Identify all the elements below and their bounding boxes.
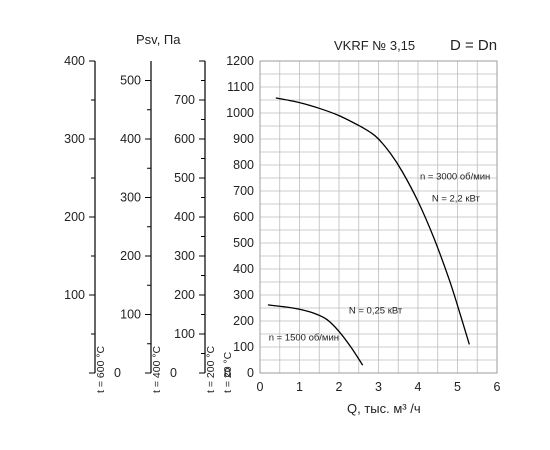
series-layer [267, 97, 470, 366]
x-tick-label: 4 [415, 380, 422, 394]
secondary-tick-label: 300 [64, 132, 85, 146]
y-tick-label: 1100 [227, 80, 254, 94]
secondary-tick-label: 100 [120, 307, 141, 321]
y-tick-label: 100 [233, 340, 254, 354]
temperature-axis-label: t = 400 °C [151, 345, 163, 393]
y-tick-label: 1000 [226, 106, 254, 120]
temperature-axis-label: t = 20 °C [222, 351, 234, 393]
chart-subtitle: D = Dn [450, 37, 497, 54]
series-1500-rpm-power-label: N = 0,25 кВт [349, 306, 403, 317]
x-tick-label: 6 [494, 380, 501, 394]
secondary-tick-label: 0 [170, 366, 177, 380]
y-tick-label: 900 [233, 132, 254, 146]
series-3000-rpm-label: n = 3000 об/мин [420, 171, 490, 182]
series-1500-rpm-line [267, 304, 364, 366]
x-tick-label: 5 [454, 380, 461, 394]
secondary-tick-label: 400 [174, 210, 195, 224]
y-tick-label: 200 [233, 314, 254, 328]
y-tick-label: 0 [247, 366, 254, 380]
labels-layer: VKRF № 3,15 D = Dn Psv, Па Q, тыс. м³ /ч… [64, 32, 500, 416]
y-tick-label: 500 [233, 236, 254, 250]
y-tick-label: 1200 [226, 54, 254, 68]
secondary-tick-label: 0 [224, 366, 231, 380]
series-3000-rpm-power-label: N = 2,2 кВт [432, 193, 481, 204]
chart-title: VKRF № 3,15 [334, 38, 415, 53]
series-1500-rpm-label: n = 1500 об/мин [269, 333, 339, 344]
plot-frame [259, 60, 498, 374]
secondary-tick-label: 0 [114, 366, 121, 380]
x-tick-label: 2 [336, 380, 343, 394]
secondary-tick-label: 200 [174, 288, 195, 302]
secondary-tick-label: 300 [120, 190, 141, 204]
y-axis-title: Psv, Па [136, 32, 181, 47]
secondary-tick-label: 700 [174, 93, 195, 107]
secondary-tick-label: 500 [174, 171, 195, 185]
secondary-tick-label: 200 [120, 249, 141, 263]
secondary-tick-label: 500 [120, 73, 141, 87]
axes [89, 60, 498, 374]
secondary-tick-label: 100 [174, 327, 195, 341]
secondary-tick-label: 400 [120, 132, 141, 146]
grid [259, 60, 498, 374]
secondary-tick-label: 200 [64, 210, 85, 224]
x-axis-title: Q, тыс. м³ /ч [347, 401, 421, 416]
secondary-tick-label: 600 [174, 132, 195, 146]
y-tick-label: 600 [233, 210, 254, 224]
y-tick-label: 700 [233, 184, 254, 198]
y-tick-label: 800 [233, 158, 254, 172]
y-tick-label: 300 [233, 288, 254, 302]
x-tick-label: 1 [296, 380, 303, 394]
y-tick-label: 400 [233, 262, 254, 276]
temperature-axis-label: t = 200 °C [205, 345, 217, 393]
secondary-tick-label: 400 [64, 54, 85, 68]
secondary-tick-label: 300 [174, 249, 195, 263]
series-3000-rpm-line [275, 97, 470, 345]
secondary-tick-label: 100 [64, 288, 85, 302]
x-tick-label: 3 [375, 380, 382, 394]
x-tick-label: 0 [257, 380, 264, 394]
temperature-axis-label: t = 600 °C [95, 345, 107, 393]
